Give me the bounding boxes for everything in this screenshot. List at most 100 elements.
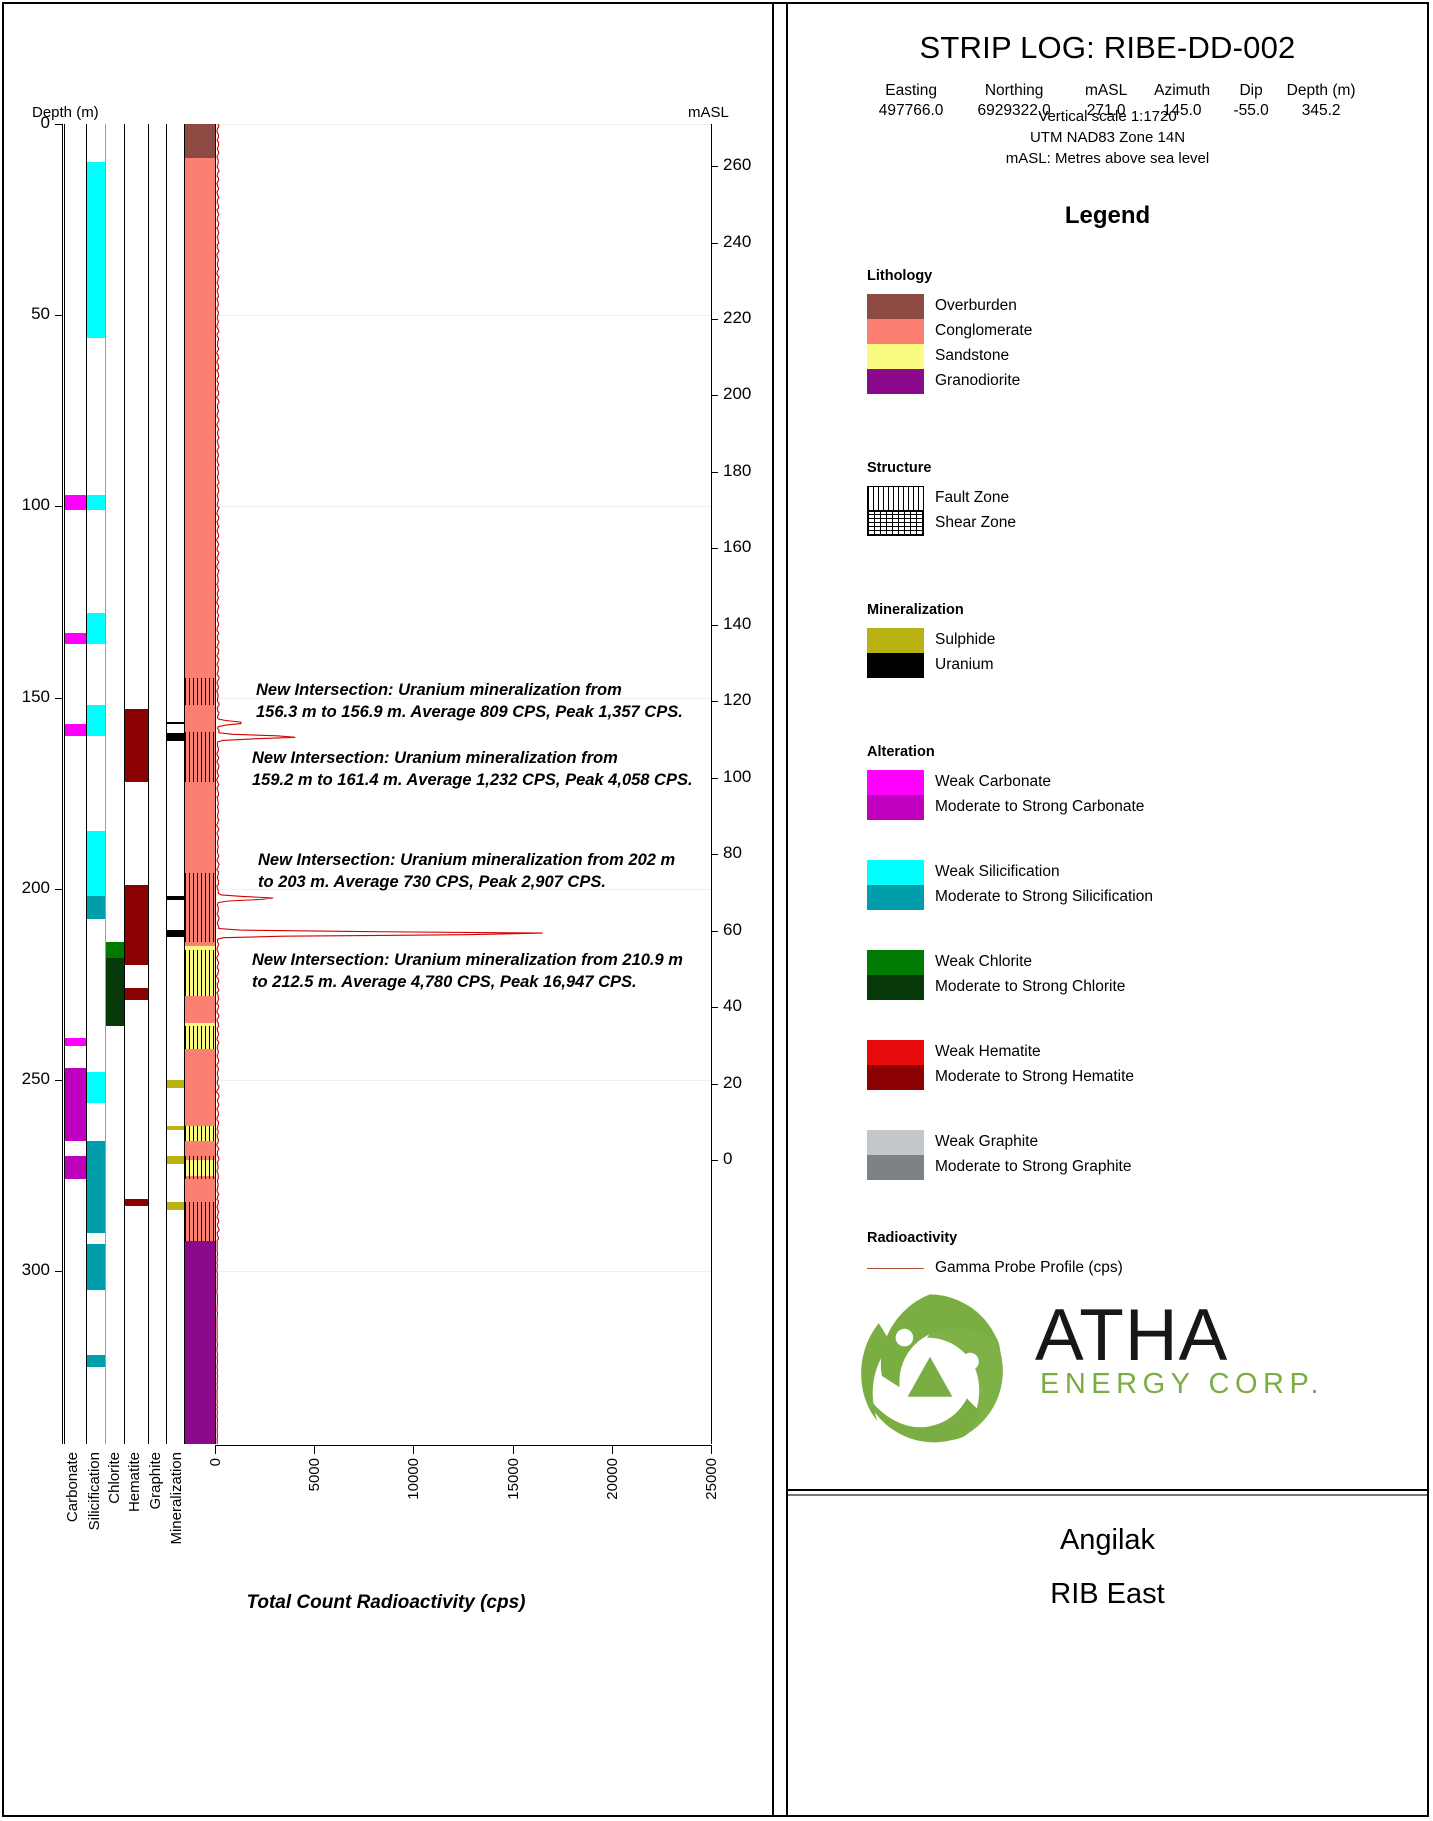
legend-label-overburden: Overburden — [935, 297, 1017, 315]
x-tick — [711, 1445, 712, 1454]
atha-wordmark: ATHA — [1035, 1294, 1228, 1377]
legend-label-weak-carbonate: Weak Carbonate — [935, 773, 1051, 791]
x-tick — [413, 1445, 414, 1454]
atha-mark-icon — [840, 1288, 1020, 1448]
legend-swatch-weak-hematite — [867, 1040, 924, 1065]
track-label-silicification: Silicification — [86, 1452, 103, 1530]
legend-swatch-moderate-to-strong-carbonate — [867, 795, 924, 820]
legend-label-weak-silicification: Weak Silicification — [935, 863, 1060, 881]
legend-title: Legend — [788, 202, 1427, 230]
fault-zone-overlay — [185, 1202, 215, 1240]
legend-label-moderate-to-strong-graphite: Moderate to Strong Graphite — [935, 1158, 1131, 1176]
masl-tick-label: 0 — [723, 1149, 732, 1169]
legend-label-shear-zone: Shear Zone — [935, 514, 1016, 532]
track-label-hematite: Hematite — [126, 1452, 143, 1512]
legend-swatch-fault-zone — [867, 486, 924, 511]
legend-swatch-weak-graphite — [867, 1130, 924, 1155]
depth-tick — [55, 315, 62, 316]
atha-logo: ATHA ENERGY CORP. — [840, 1288, 1400, 1448]
track-label-chlorite: Chlorite — [106, 1452, 123, 1504]
masl-tick-label: 60 — [723, 920, 742, 940]
x-axis-line — [215, 1445, 711, 1446]
legend-heading-structure: Structure — [867, 460, 931, 476]
annotation-1-line2: 156.3 m to 156.9 m. Average 809 CPS, Pea… — [256, 702, 683, 724]
masl-tick — [711, 1007, 718, 1008]
depth-tick — [55, 889, 62, 890]
legend-heading-radioactivity: Radioactivity — [867, 1230, 957, 1246]
legend-label-moderate-to-strong-silicification: Moderate to Strong Silicification — [935, 888, 1153, 906]
masl-tick — [711, 701, 718, 702]
depth-tick-label: 150 — [0, 687, 50, 707]
annotation-4-line1: New Intersection: Uranium mineralization… — [252, 950, 683, 972]
track-label-mineralization: Mineralization — [168, 1452, 185, 1545]
depth-tick-label: 250 — [0, 1069, 50, 1089]
legend-label-moderate-to-strong-hematite: Moderate to Strong Hematite — [935, 1068, 1134, 1086]
annotation-1: New Intersection: Uranium mineralization… — [256, 680, 683, 724]
legend-label-weak-chlorite: Weak Chlorite — [935, 953, 1032, 971]
fault-zone-overlay — [185, 950, 215, 996]
legend-label-sandstone: Sandstone — [935, 347, 1009, 365]
masl-axis-label: mASL — [688, 104, 729, 121]
masl-tick — [711, 1084, 718, 1085]
x-tick — [612, 1445, 613, 1454]
depth-tick — [55, 506, 62, 507]
masl-tick-label: 20 — [723, 1073, 742, 1093]
legend-swatch-shear-zone — [867, 511, 924, 536]
track-label-carbonate: Carbonate — [64, 1452, 81, 1522]
masl-tick-label: 100 — [723, 767, 751, 787]
legend-label-moderate-to-strong-carbonate: Moderate to Strong Carbonate — [935, 798, 1144, 816]
masl-definition-note: mASL: Metres above sea level — [788, 150, 1427, 167]
x-tick-label: 5000 — [306, 1458, 323, 1491]
legend-swatch-granodiorite — [867, 369, 924, 394]
legend-swatch-sulphide — [867, 628, 924, 653]
x-tick — [314, 1445, 315, 1454]
masl-tick-label: 220 — [723, 308, 751, 328]
x-tick-label: 0 — [207, 1458, 224, 1466]
legend-swatch-conglomerate — [867, 319, 924, 344]
legend-swatch-moderate-to-strong-silicification — [867, 885, 924, 910]
legend-swatch-moderate-to-strong-chlorite — [867, 975, 924, 1000]
legend-swatch-moderate-to-strong-graphite — [867, 1155, 924, 1180]
vertical-scale-note: Vertical scale 1:1720 — [788, 108, 1427, 125]
masl-tick — [711, 1160, 718, 1161]
depth-tick-label: 200 — [0, 878, 50, 898]
annotation-2-line1: New Intersection: Uranium mineralization… — [252, 748, 693, 770]
annotation-4-line2: to 212.5 m. Average 4,780 CPS, Peak 16,9… — [252, 972, 683, 994]
masl-tick-label: 240 — [723, 232, 751, 252]
annotation-3: New Intersection: Uranium mineralization… — [258, 850, 675, 894]
masl-tick — [711, 778, 718, 779]
masl-tick — [711, 931, 718, 932]
legend-swatch-uranium — [867, 653, 924, 678]
masl-tick — [711, 625, 718, 626]
masl-tick-label: 160 — [723, 537, 751, 557]
legend-heading-mineralization: Mineralization — [867, 602, 964, 618]
annotation-3-line1: New Intersection: Uranium mineralization… — [258, 850, 675, 872]
title-block: Angilak RIB East — [788, 1494, 1427, 1815]
masl-tick — [711, 472, 718, 473]
lithology-interval — [185, 124, 215, 158]
legend-heading-lithology: Lithology — [867, 268, 932, 284]
legend-label-conglomerate: Conglomerate — [935, 322, 1032, 340]
atha-tagline: ENERGY CORP. — [1040, 1368, 1324, 1401]
track-label-graphite: Graphite — [147, 1452, 164, 1510]
legend-label-granodiorite: Granodiorite — [935, 372, 1020, 390]
depth-tick — [55, 698, 62, 699]
legend-label-gamma-probe-profile-cps-: Gamma Probe Profile (cps) — [935, 1259, 1123, 1277]
area-name: RIB East — [788, 1578, 1427, 1611]
legend-swatch-sandstone — [867, 344, 924, 369]
legend-label-uranium: Uranium — [935, 656, 994, 674]
masl-tick — [711, 166, 718, 167]
project-name: Angilak — [788, 1524, 1427, 1557]
fault-zone-overlay — [185, 1126, 215, 1141]
depth-tick — [55, 124, 62, 125]
annotation-4: New Intersection: Uranium mineralization… — [252, 950, 683, 994]
masl-tick-label: 40 — [723, 996, 742, 1016]
masl-tick — [711, 548, 718, 549]
strip-log-plot: Depth (m) mASL 0 50 100 150 200 250 300 260 240… — [0, 0, 772, 1821]
masl-tick-label: 80 — [723, 843, 742, 863]
legend-label-fault-zone: Fault Zone — [935, 489, 1009, 507]
annotation-2: New Intersection: Uranium mineralization… — [252, 748, 693, 792]
legend-label-weak-graphite: Weak Graphite — [935, 1133, 1038, 1151]
legend-swatch-weak-chlorite — [867, 950, 924, 975]
strip-log-title: STRIP LOG: RIBE-DD-002 — [788, 30, 1427, 66]
